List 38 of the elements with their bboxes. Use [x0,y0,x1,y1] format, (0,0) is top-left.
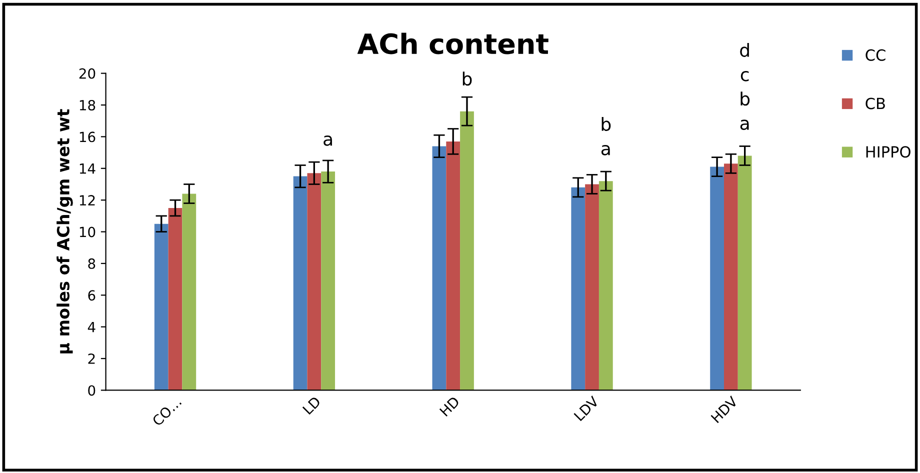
bar [710,166,724,390]
annotation: a [324,135,332,146]
y-tick-label: 8 [88,258,96,269]
legend-label: CC [866,49,886,61]
y-tick-label: 4 [88,322,96,332]
annotation: d c b a [740,43,750,130]
y-axis-title: µ moles of ACh/gm wet wt [56,109,73,354]
legend-label: HIPPO [866,146,910,158]
y-tick-label: 18 [80,100,96,110]
y-tick-label: 0 [88,385,96,396]
chart-title: ACh content [357,32,548,54]
bar [293,176,308,390]
bar [154,224,168,390]
bar [182,194,196,390]
y-tick-label: 6 [88,290,96,301]
legend-label: CB [866,98,885,110]
y-tick-label: 12 [80,195,95,206]
bar [168,208,182,390]
bar [571,187,586,390]
bar [460,111,474,390]
annotation: b a [601,117,611,156]
bar [585,184,599,390]
bar [432,146,446,390]
bar [598,181,613,390]
x-tick-label: LD [302,396,322,415]
bar [307,173,322,390]
bar [446,141,460,390]
x-tick-label: HD [439,396,460,417]
bar [724,164,738,390]
annotation: b [462,72,472,86]
bar [738,156,752,390]
bar [321,172,336,390]
y-tick-label: 20 [79,68,96,79]
y-tick-label: 2 [88,354,95,364]
x-tick-label: CO… [152,396,182,427]
y-tick-label: 16 [80,132,96,142]
y-tick-label: 10 [80,226,96,238]
y-tick-label: 14 [80,164,96,174]
